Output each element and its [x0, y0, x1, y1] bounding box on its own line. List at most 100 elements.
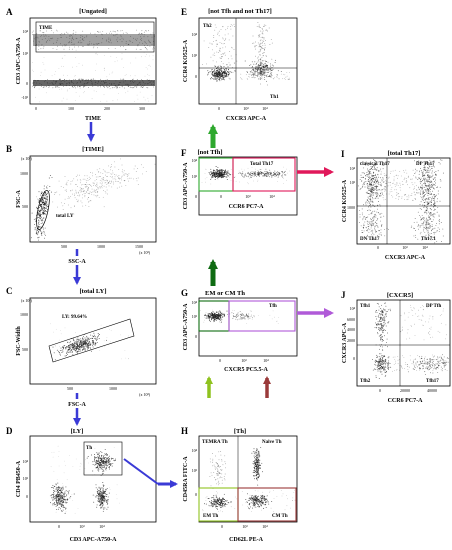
- event-dot: [36, 33, 38, 35]
- event-dot: [103, 455, 105, 457]
- event-dot: [281, 171, 283, 173]
- event-dot: [86, 185, 87, 187]
- event-dot: [222, 174, 223, 176]
- event-dot: [252, 73, 254, 75]
- event-dot: [109, 175, 111, 177]
- event-dot: [113, 447, 115, 448]
- event-dot: [141, 56, 142, 58]
- event-dot: [273, 174, 275, 176]
- event-dot: [260, 61, 262, 63]
- event-dot: [86, 346, 88, 348]
- event-dot: [116, 484, 118, 486]
- event-dot: [246, 315, 248, 317]
- event-dot: [257, 65, 259, 67]
- event-dot: [278, 317, 280, 318]
- event-dot: [108, 41, 110, 43]
- event-dot: [101, 473, 103, 475]
- event-dot: [74, 343, 76, 345]
- event-dot: [70, 344, 72, 346]
- event-dot: [103, 462, 105, 464]
- event-dot: [90, 172, 92, 173]
- xtick-F-0: 0: [220, 194, 222, 199]
- event-dot: [128, 335, 130, 337]
- event-dot: [55, 496, 57, 498]
- event-dot: [257, 490, 259, 492]
- event-dot: [217, 466, 219, 467]
- event-dot: [266, 65, 268, 67]
- event-dot: [61, 352, 63, 354]
- event-dot: [220, 507, 222, 509]
- event-dot: [222, 172, 224, 174]
- event-dot: [264, 173, 266, 175]
- gate-label-total-th17: Total Th17: [250, 162, 274, 167]
- event-dot: [216, 506, 218, 508]
- event-dot: [259, 173, 261, 174]
- event-dot: [91, 43, 92, 45]
- event-dot: [225, 70, 227, 72]
- event-dot: [100, 507, 102, 509]
- event-dot: [222, 504, 224, 506]
- event-dot: [205, 500, 207, 501]
- event-dot: [226, 310, 228, 312]
- event-dot: [264, 49, 265, 51]
- event-dot: [121, 185, 123, 187]
- event-dot: [74, 346, 76, 348]
- event-dot: [97, 47, 98, 49]
- event-dot: [213, 78, 215, 80]
- event-dot: [227, 69, 229, 71]
- event-dot: [277, 181, 278, 182]
- event-dot: [250, 311, 252, 312]
- event-dot: [86, 339, 88, 341]
- event-dot: [258, 65, 260, 67]
- event-dot: [61, 57, 63, 59]
- event-dot: [43, 63, 45, 65]
- event-dot: [251, 318, 253, 320]
- event-dot: [61, 349, 63, 351]
- event-dot: [249, 508, 250, 510]
- event-dot: [213, 73, 215, 75]
- event-dot: [110, 40, 111, 41]
- event-dot: [140, 39, 141, 40]
- event-dot: [214, 503, 216, 505]
- event-dot: [41, 233, 43, 235]
- event-dot: [257, 174, 259, 176]
- event-dot: [48, 38, 50, 40]
- event-dot: [102, 473, 104, 474]
- xtick-F-1: 10³: [245, 194, 251, 199]
- event-dot: [59, 489, 61, 491]
- event-dot: [51, 75, 53, 77]
- event-dot: [253, 498, 255, 500]
- event-dot: [258, 174, 260, 176]
- event-dot: [217, 468, 219, 470]
- event-dot: [109, 329, 110, 330]
- event-dot: [253, 499, 254, 500]
- event-dot: [76, 339, 78, 341]
- event-dot: [223, 498, 225, 500]
- event-dot: [257, 470, 259, 472]
- event-dot: [253, 69, 255, 71]
- event-dot: [113, 34, 114, 36]
- event-dot: [247, 172, 249, 174]
- event-dot: [57, 492, 59, 494]
- event-dot: [63, 74, 64, 76]
- event-dot: [106, 40, 107, 42]
- event-dot: [84, 85, 85, 87]
- event-dot: [226, 68, 228, 70]
- event-dot: [67, 498, 69, 500]
- event-dot: [120, 334, 121, 336]
- event-dot: [97, 488, 99, 490]
- xtick-E-2: 10⁴: [262, 106, 268, 111]
- event-dot: [121, 179, 123, 181]
- event-dot: [253, 502, 255, 504]
- event-dot: [83, 342, 85, 344]
- event-dot: [77, 341, 79, 343]
- event-dot: [98, 501, 100, 503]
- event-dot: [216, 505, 218, 507]
- event-dot: [222, 502, 224, 504]
- event-dot: [64, 513, 66, 515]
- event-dot: [104, 470, 106, 472]
- event-dot: [99, 457, 101, 459]
- event-dot: [223, 475, 225, 477]
- event-dot: [60, 81, 62, 83]
- plot-frame-H: [198, 435, 298, 523]
